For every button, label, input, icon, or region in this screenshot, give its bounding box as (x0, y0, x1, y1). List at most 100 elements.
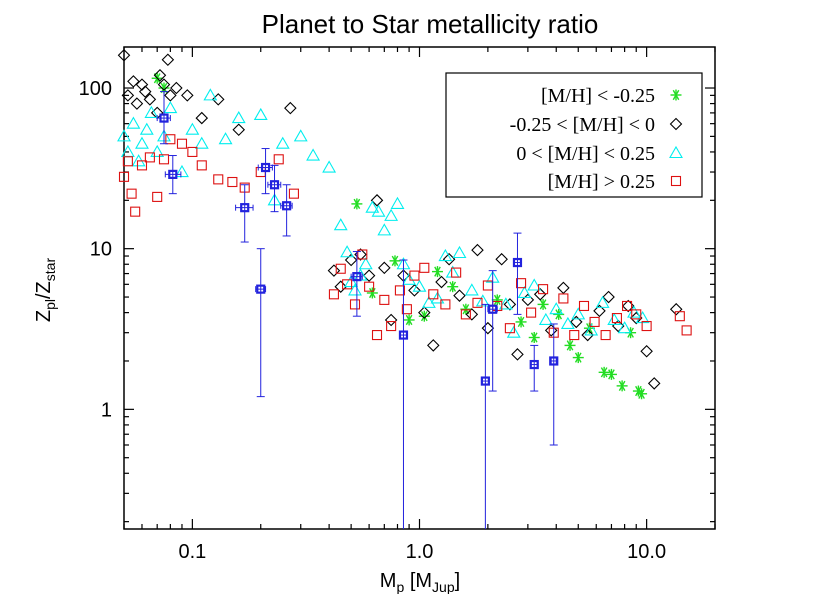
data-point (164, 89, 177, 102)
data-point (569, 315, 583, 329)
x-axis-label-bracket-sub: Jup (432, 579, 455, 594)
series-0 (151, 72, 648, 400)
error-bar (235, 184, 254, 243)
data-point (504, 323, 515, 334)
data-point (136, 160, 148, 171)
y-tick-label: 100 (79, 78, 112, 100)
data-point (126, 116, 141, 129)
data-point (498, 297, 513, 310)
data-point (327, 264, 341, 277)
data-point (481, 321, 495, 335)
data-point (366, 287, 378, 299)
data-point (605, 368, 617, 380)
data-point (351, 198, 363, 210)
data-point (464, 283, 479, 296)
x-axis-label-main: M (380, 570, 397, 592)
data-point (218, 132, 233, 145)
data-point (402, 272, 417, 285)
data-point-errorbar (480, 376, 490, 386)
y-axis-label-sub2: star (42, 258, 58, 282)
data-point (144, 105, 159, 118)
data-point (176, 138, 188, 149)
data-point (371, 204, 386, 217)
x-tick-label: 0.1 (178, 541, 206, 563)
data-point-errorbar (168, 169, 178, 179)
data-point (194, 136, 209, 149)
data-point (472, 297, 483, 308)
data-point (150, 144, 165, 157)
data-point (564, 339, 576, 351)
legend-markers (669, 89, 683, 187)
data-point (187, 146, 198, 157)
data-point (293, 129, 308, 142)
data-point (438, 248, 453, 262)
data-point (349, 299, 361, 310)
data-point (527, 278, 542, 291)
data-point (357, 249, 368, 260)
data-point (158, 154, 170, 165)
data-point (288, 188, 299, 199)
data-point (506, 325, 521, 338)
data-point (533, 288, 547, 301)
data-point (175, 164, 189, 178)
data-point (560, 316, 575, 330)
data-point (557, 281, 570, 295)
data-point (589, 316, 600, 327)
data-point (584, 323, 599, 336)
data-point (161, 53, 175, 66)
data-point (549, 302, 564, 315)
data-points (117, 48, 692, 529)
data-point (126, 188, 137, 199)
data-point (130, 97, 144, 110)
data-point (616, 380, 628, 392)
legend-marker-0 (670, 89, 682, 101)
error-bar (481, 303, 490, 529)
data-point (135, 78, 149, 91)
data-point (640, 344, 653, 358)
data-point (273, 154, 284, 165)
data-point (503, 298, 517, 311)
legend-label-3: [M/H] > 0.25 (548, 171, 655, 193)
axis-tick-labels: 0.1 1.0 10.0 1 10 100 (79, 78, 666, 563)
data-point (460, 309, 471, 320)
data-point (342, 279, 353, 290)
data-point (118, 171, 130, 182)
data-point (447, 281, 459, 293)
data-point (419, 262, 430, 273)
error-bar (487, 270, 498, 392)
data-point (344, 253, 358, 267)
y-axis-label: Zpl/Zstar (33, 258, 58, 323)
data-point (629, 311, 643, 325)
data-point (358, 257, 373, 270)
data-point (362, 269, 376, 282)
data-point (681, 325, 692, 336)
data-point (595, 295, 610, 308)
data-point-errorbar (512, 257, 523, 268)
data-point (569, 330, 580, 341)
data-point (370, 194, 384, 207)
data-point (435, 275, 448, 289)
data-point (203, 88, 218, 101)
data-point-errorbar (256, 284, 266, 294)
data-point (135, 136, 149, 149)
data-point (440, 299, 451, 310)
data-point (538, 284, 549, 295)
data-point (121, 89, 135, 102)
data-point (231, 110, 246, 124)
data-point (138, 85, 152, 98)
data-point (593, 304, 606, 318)
x-axis-label-bracket: [M (404, 570, 432, 592)
data-point (384, 208, 399, 221)
data-point (365, 200, 380, 213)
error-bar (549, 323, 558, 446)
data-point (544, 324, 558, 337)
data-point (622, 300, 633, 312)
data-point (495, 252, 508, 266)
data-point (460, 303, 472, 315)
data-point (394, 285, 405, 296)
data-point (558, 293, 569, 304)
data-point (602, 290, 615, 304)
data-point-errorbar (488, 304, 498, 314)
data-point-errorbar (352, 272, 362, 282)
data-point (181, 89, 194, 102)
